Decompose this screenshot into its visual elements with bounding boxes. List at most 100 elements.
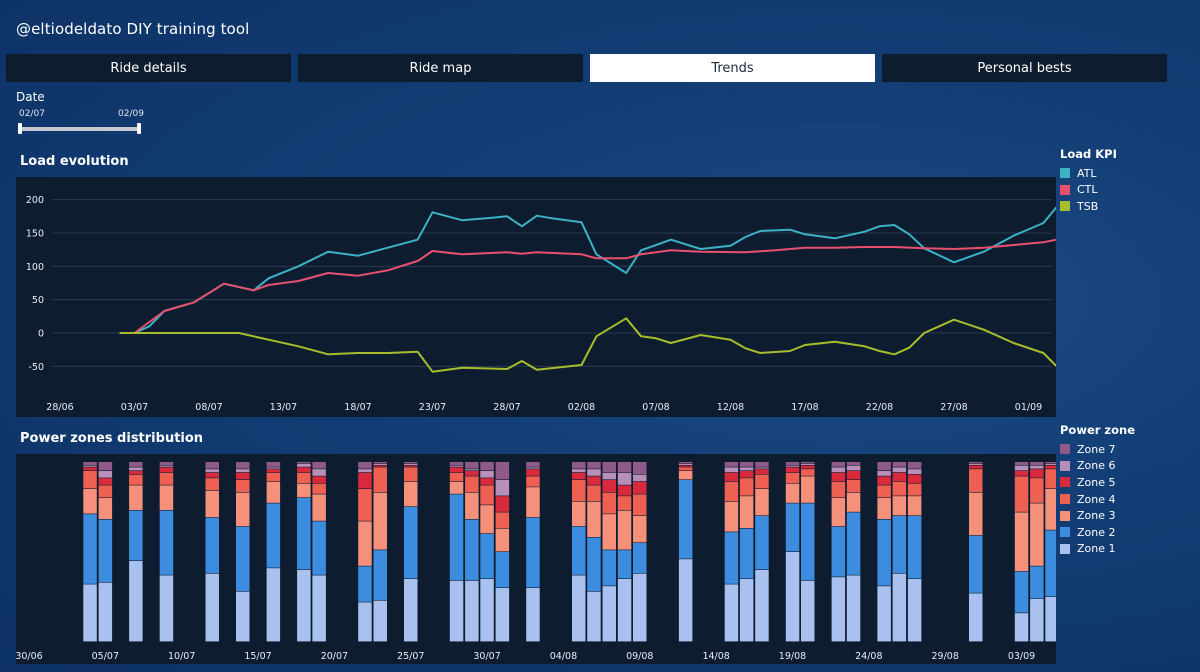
- bar-segment-25-zone-5: [404, 465, 418, 467]
- bar-segment-67-zone-4: [1045, 469, 1059, 489]
- bar-segment-12-zone-7: [205, 462, 219, 469]
- bar-segment-48-zone-3: [755, 489, 769, 516]
- bar-segment-51-zone-4: [801, 469, 815, 476]
- load-evolution-chart: -50 0 50 100 150 200 28/06 03/07 08/07 13/07 18/07…: [16, 177, 1117, 417]
- bar-segment-37-zone-4: [587, 485, 601, 501]
- bar-segment-23-zone-3: [373, 492, 387, 550]
- x-tick-01-09: 01/09: [1015, 402, 1042, 413]
- bar-segment-47-zone-1: [739, 579, 754, 642]
- legend-item-tsb[interactable]: TSB: [1060, 198, 1117, 215]
- bar-segment-54-zone-3: [846, 492, 861, 512]
- bar-segment-51-zone-6: [801, 463, 815, 465]
- bar-segment-57-zone-6: [892, 467, 907, 473]
- bar-segment-47-zone-7: [739, 462, 754, 467]
- bar-segment-53-zone-7: [831, 462, 846, 467]
- bar-segment-65-zone-6: [1014, 465, 1029, 471]
- bar-segment-54-zone-2: [846, 512, 861, 575]
- x-tick-04-08: 04/08: [550, 651, 577, 662]
- bar-segment-18-zone-1: [297, 570, 311, 642]
- power-chart-title: Power zones distribution: [20, 431, 204, 446]
- bar-segment-39-zone-5: [617, 485, 632, 496]
- legend-item-atl[interactable]: ATL: [1060, 165, 1117, 182]
- power-zone-legend: Power zone Zone 7 Zone 6 Zone 5 Zone 4 Z…: [1060, 423, 1135, 557]
- bar-segment-14-zone-6: [236, 469, 250, 473]
- bar-segment-36-zone-3: [572, 501, 586, 527]
- bar-segment-16-zone-5: [266, 469, 281, 473]
- bar-segment-9-zone-3: [159, 485, 174, 510]
- legend-item-zone-5[interactable]: Zone 5: [1060, 474, 1135, 491]
- legend-label-atl: ATL: [1077, 166, 1097, 180]
- bar-segment-12-zone-2: [205, 517, 219, 573]
- bar-segment-30-zone-6: [480, 471, 494, 478]
- date-end-handle[interactable]: [137, 123, 141, 134]
- bar-segment-54-zone-7: [846, 462, 861, 465]
- legend-item-zone-1[interactable]: Zone 1: [1060, 541, 1135, 558]
- bar-segment-4-zone-3: [83, 489, 97, 514]
- x-tick-23-07: 23/07: [419, 402, 446, 413]
- bar-segment-7-zone-5: [129, 471, 143, 474]
- bar-segment-31-zone-1: [495, 588, 510, 642]
- date-start-handle[interactable]: [18, 123, 22, 134]
- bar-segment-7-zone-7: [129, 462, 143, 467]
- legend-item-zone-6[interactable]: Zone 6: [1060, 458, 1135, 475]
- bar-segment-38-zone-6: [602, 472, 616, 480]
- bar-segment-43-zone-5: [678, 465, 693, 467]
- x-tick-18-07: 18/07: [344, 402, 371, 413]
- bar-segment-57-zone-7: [892, 462, 907, 467]
- bar-segment-58-zone-1: [907, 579, 922, 642]
- legend-item-ctl[interactable]: CTL: [1060, 182, 1117, 199]
- legend-item-zone-2[interactable]: Zone 2: [1060, 524, 1135, 541]
- bar-segment-57-zone-3: [892, 496, 907, 516]
- bar-segment-5-zone-4: [98, 485, 113, 498]
- bar-segment-22-zone-2: [358, 566, 372, 602]
- bar-segment-47-zone-3: [739, 496, 754, 528]
- tab-personal-bests[interactable]: Personal bests: [882, 54, 1167, 82]
- bar-segment-4-zone-1: [83, 584, 97, 642]
- date-range-slider[interactable]: [20, 127, 140, 131]
- date-start-value: 02/07: [19, 109, 45, 119]
- tab-ride-details[interactable]: Ride details: [6, 54, 291, 82]
- bar-segment-57-zone-1: [892, 573, 907, 642]
- y-tick-200: 200: [26, 195, 44, 206]
- bar-segment-29-zone-1: [465, 580, 479, 642]
- tab-trends[interactable]: Trends: [590, 54, 875, 82]
- legend-item-zone-3[interactable]: Zone 3: [1060, 507, 1135, 524]
- bar-segment-65-zone-1: [1014, 613, 1029, 642]
- bar-segment-9-zone-7: [159, 462, 174, 465]
- bar-segment-28-zone-2: [449, 494, 464, 581]
- bar-segment-40-zone-4: [633, 494, 647, 516]
- bar-segment-37-zone-6: [587, 469, 601, 476]
- legend-item-zone-7[interactable]: Zone 7: [1060, 441, 1135, 458]
- load-chart-title: Load evolution: [20, 154, 129, 169]
- y-tick-0: 0: [38, 329, 44, 340]
- bar-segment-28-zone-3: [449, 481, 464, 494]
- bar-segment-16-zone-2: [266, 503, 281, 568]
- bar-segment-58-zone-2: [907, 516, 922, 579]
- bar-segment-46-zone-1: [724, 584, 739, 642]
- bar-segment-43-zone-1: [678, 559, 693, 642]
- x-tick-28-06: 28/06: [46, 402, 73, 413]
- load-kpi-legend: Load KPI ATL CTL TSB: [1060, 147, 1117, 215]
- tab-ride-map[interactable]: Ride map: [298, 54, 583, 82]
- bar-segment-22-zone-1: [358, 602, 372, 642]
- bar-segment-37-zone-1: [587, 591, 601, 642]
- bar-segment-9-zone-4: [159, 472, 174, 485]
- bar-segment-58-zone-3: [907, 496, 922, 516]
- bar-segment-65-zone-4: [1014, 476, 1029, 512]
- legend-item-zone-4[interactable]: Zone 4: [1060, 491, 1135, 508]
- bar-segment-53-zone-6: [831, 467, 846, 473]
- bar-segment-39-zone-3: [617, 510, 632, 550]
- bar-segment-37-zone-3: [587, 501, 601, 537]
- bar-segment-14-zone-5: [236, 472, 250, 480]
- bar-segment-18-zone-4: [297, 472, 311, 483]
- y-tick-100: 100: [26, 262, 44, 273]
- bar-segment-4-zone-6: [83, 465, 97, 467]
- bar-segment-12-zone-1: [205, 573, 219, 642]
- bar-segment-4-zone-2: [83, 514, 97, 584]
- bar-segment-50-zone-6: [785, 465, 800, 467]
- bar-segment-57-zone-2: [892, 516, 907, 573]
- bar-segment-36-zone-5: [572, 472, 586, 480]
- bar-segment-65-zone-7: [1014, 462, 1029, 465]
- bar-segment-46-zone-5: [724, 472, 739, 482]
- series-line-ctl: [119, 235, 1074, 334]
